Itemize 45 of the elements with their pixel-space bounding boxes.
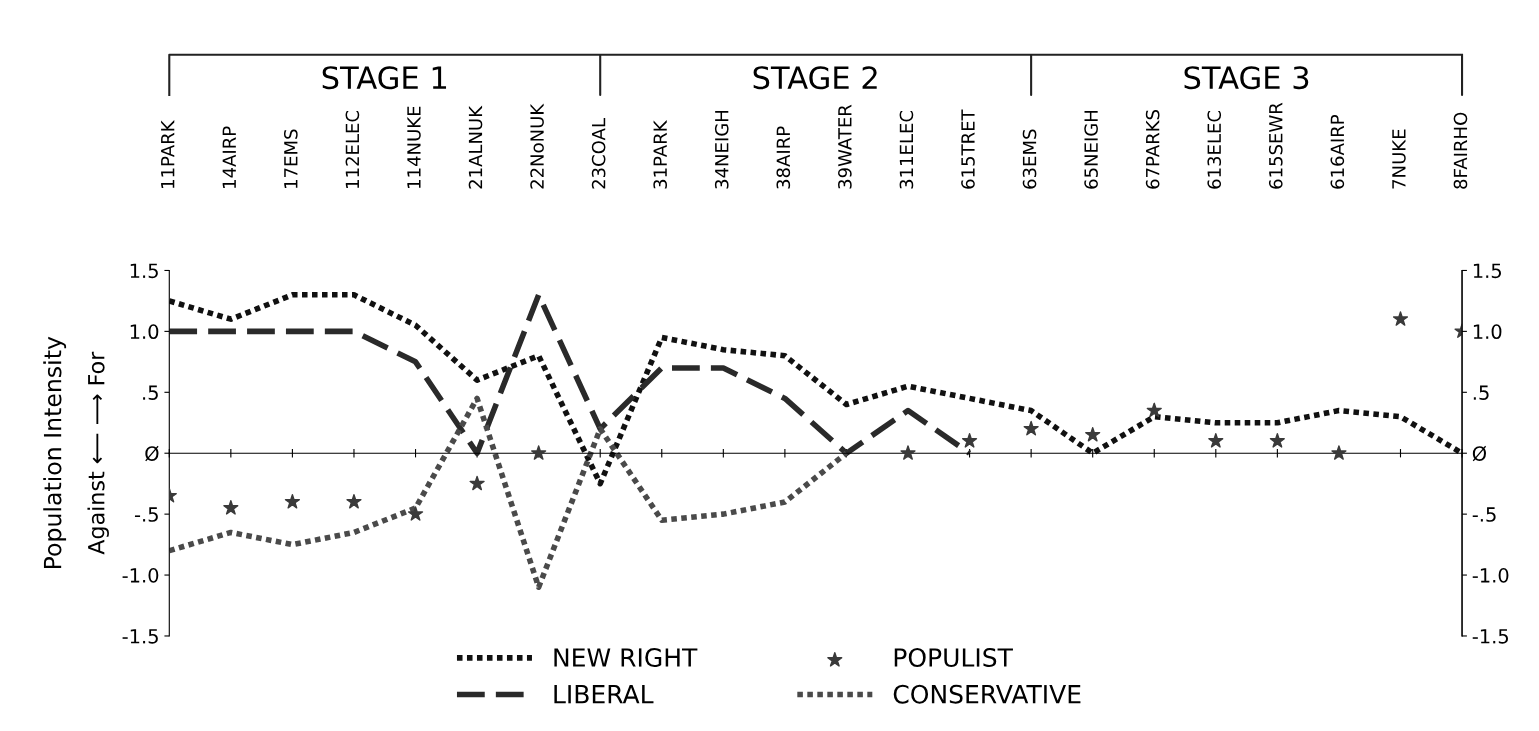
y2-tick-label: Ø	[1472, 445, 1487, 462]
x-tick-label: 14AIRP	[222, 126, 236, 188]
x-tick-label: 112ELEC	[345, 110, 360, 188]
y-tick-label: -.5	[134, 507, 158, 522]
y-tick-label: Ø	[145, 445, 159, 462]
y-tick-label: .5	[143, 385, 158, 400]
y2-tick-label: -1.0	[1472, 568, 1509, 583]
x-tick-label: 615SEWR	[1268, 102, 1283, 189]
y-tick-label: 1.0	[130, 324, 159, 340]
x-tick-label: 311ELEC	[899, 110, 914, 189]
y2-tick-label: 1.0	[1473, 324, 1502, 340]
legend-label: NEW RIGHT	[554, 648, 698, 667]
x-tick-label: 34NEIGH	[714, 110, 729, 189]
text: STAGE 3	[1184, 66, 1309, 90]
x-tick-label: 31PARK	[653, 120, 668, 189]
x-tick-label: 21ALNUK	[468, 105, 483, 189]
y-tick-label: 1.5	[130, 263, 158, 279]
text: STAGE 1	[322, 66, 447, 90]
y2-tick-label: 1.5	[1473, 263, 1501, 279]
x-tick-label: 39WATER	[838, 104, 852, 189]
x-tick-label: 63EMS	[1022, 129, 1037, 189]
x-tick-label: 114NUKE	[407, 106, 421, 188]
legend-label: LIBERAL	[554, 685, 654, 704]
x-tick-label: 615TRET	[961, 109, 975, 189]
y-axis-title: Population Intensity	[43, 336, 67, 569]
legend-label: CONSERVATIVE	[893, 684, 1081, 704]
x-tick-label: 65NEIGH	[1084, 110, 1098, 189]
text: STAGE 2	[753, 66, 877, 90]
y-tick-label: -1.5	[122, 629, 158, 644]
y-tick-label: -1.0	[122, 568, 159, 583]
x-tick-label: 67PARKS	[1145, 110, 1160, 189]
x-tick-label: 22NoNUK	[530, 103, 544, 189]
y2-tick-label: .5	[1473, 385, 1489, 400]
x-tick-label: 38AIRP	[776, 126, 791, 189]
x-tick-label: 17EMS	[283, 129, 298, 188]
x-tick-label: 616AIRP	[1330, 114, 1345, 189]
x-tick-label: 8FAIRHO	[1453, 112, 1468, 189]
legend-label: POPULIST	[894, 648, 1013, 667]
y2-tick-label: -1.5	[1472, 629, 1509, 644]
x-tick-label: 613ELEC	[1207, 110, 1222, 189]
x-tick-label: 7NUKE	[1392, 129, 1406, 189]
text: Against ⟵ ⟶ For	[87, 351, 109, 555]
y2-tick-label: -.5	[1472, 507, 1496, 522]
x-tick-label: 23COAL	[591, 118, 606, 189]
x-tick-label: 11PARK	[161, 120, 175, 188]
